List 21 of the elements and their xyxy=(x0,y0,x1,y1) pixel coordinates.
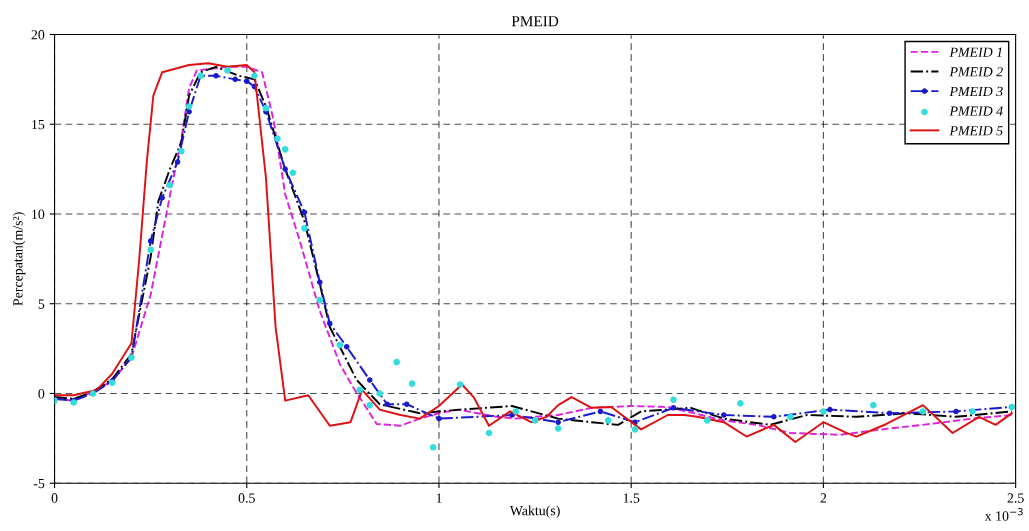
legend-label: PMEID 2 xyxy=(949,67,1003,77)
x-axis-title: Waktu(s) xyxy=(509,505,560,519)
y-tick-label: 5 xyxy=(38,299,45,309)
x-tick-label: 0.5 xyxy=(238,493,255,503)
text: x 10$^{−3}$ xyxy=(984,508,1023,521)
y-axis-title: Percepatan(m/s²) xyxy=(12,212,26,306)
x-tick-label: 2 xyxy=(820,493,827,503)
x-tick-label: 0 xyxy=(51,493,58,503)
y-tick-label: -5 xyxy=(33,478,45,489)
x-tick-label: 2.5 xyxy=(1007,493,1024,503)
y-tick-label: 20 xyxy=(31,30,45,40)
legend-label: PMEID 5 xyxy=(949,126,1003,136)
legend-label: PMEID 3 xyxy=(949,86,1003,97)
legend-label: PMEID 4 xyxy=(949,106,1003,116)
x-tick-label: 1.5 xyxy=(623,493,640,503)
chart-title: PMEID xyxy=(511,16,559,27)
legend-label: PMEID 1 xyxy=(949,47,1002,57)
x-tick-label: 1 xyxy=(436,493,442,503)
y-tick-label: 15 xyxy=(32,119,45,130)
y-tick-label: 0 xyxy=(38,389,45,399)
y-tick-label: 10 xyxy=(32,209,45,219)
